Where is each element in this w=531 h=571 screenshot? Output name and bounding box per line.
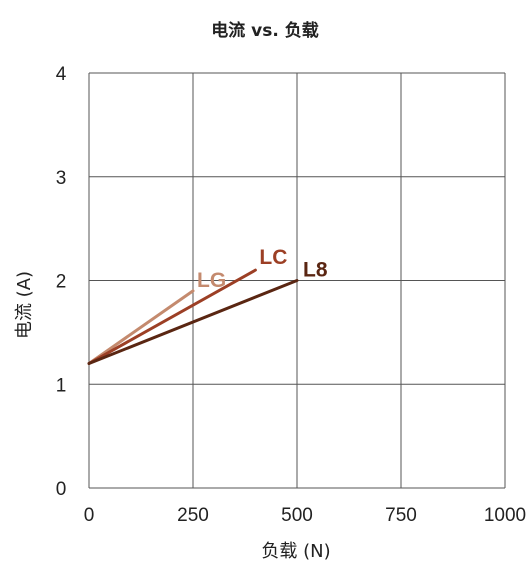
series-label-lc: LC xyxy=(259,246,287,269)
series-line-l8 xyxy=(87,279,299,365)
chart-title: 电流 vs. 负载 xyxy=(211,20,319,41)
y-tick-label: 3 xyxy=(56,168,67,189)
y-tick-labels: 0 1 2 3 4 xyxy=(56,64,67,500)
x-tick-label: 0 xyxy=(84,505,95,526)
x-tick-labels: 0 250 500 750 1000 xyxy=(84,505,526,526)
series-line-lg xyxy=(87,289,195,365)
series-lines xyxy=(87,268,299,365)
y-tick-label: 4 xyxy=(56,64,67,85)
x-tick-label: 750 xyxy=(385,505,417,526)
y-tick-label: 1 xyxy=(56,375,67,396)
series-label-lg: LG xyxy=(197,269,226,292)
y-tick-label: 2 xyxy=(56,272,67,293)
x-axis-label: 负载 (N) xyxy=(261,541,330,562)
y-axis-label: 电流 (A) xyxy=(14,271,35,339)
x-tick-label: 250 xyxy=(177,505,209,526)
x-tick-label: 500 xyxy=(281,505,313,526)
series-labels: LG LC L8 xyxy=(197,246,328,292)
y-tick-label: 0 xyxy=(56,479,67,500)
x-tick-label: 1000 xyxy=(484,505,526,526)
grid xyxy=(88,72,506,489)
series-label-l8: L8 xyxy=(303,259,328,282)
series-line-lc xyxy=(87,268,257,365)
